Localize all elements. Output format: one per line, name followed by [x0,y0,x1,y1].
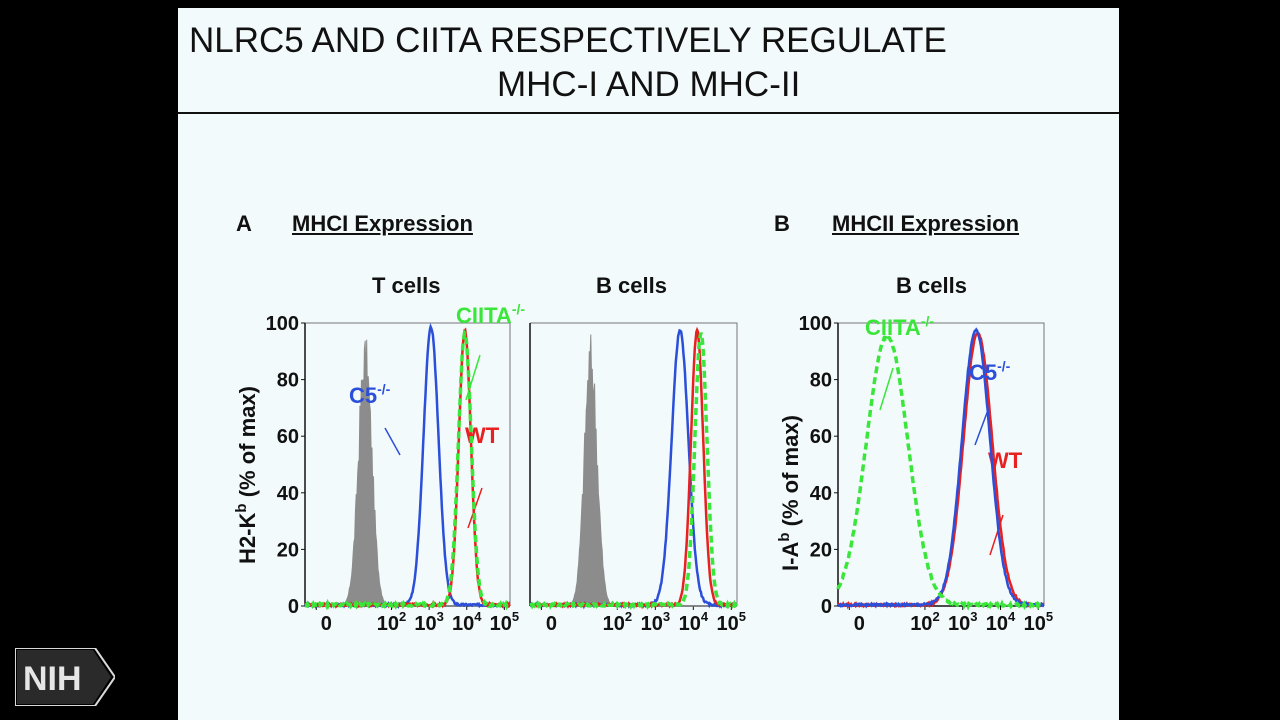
chart-0-xtick-label-0: 0 [321,613,332,635]
chart-0-xtick-label-1: 102 [377,609,406,635]
chart-1-xtick-label-3: 104 [679,609,709,635]
chart-2-xtick-label-3: 104 [986,609,1016,635]
chart-0-leader-ciita [465,354,481,401]
nih-logo-chevron [15,648,115,706]
title-line-2: MHC-I AND MHC-II [497,65,801,104]
chart-0-ylabel: H2-Kb (% of max) [233,386,260,564]
subhead-b-cells-mhci: B cells [596,273,667,298]
chart-2-ytick-label-2: 40 [810,483,832,505]
chart-0-series-isotype [305,339,510,607]
chart-0-ytick-label-3: 60 [277,426,299,448]
nih-logo-badge [17,650,111,704]
title-line-1: NLRC5 AND CIITA RESPECTIVELY REGULATE [189,21,947,60]
chart-2-ytick-label-4: 80 [810,370,832,392]
subhead-t-cells: T cells [372,273,441,298]
chart-0-xtick-label-3: 104 [452,609,482,635]
chart-0-xtick-label-2: 103 [414,609,443,635]
chart-1-xtick-label-4: 105 [717,609,746,635]
subhead-b-cells-mhcii: B cells [896,273,967,298]
panel-a-letter: A [236,211,252,236]
chart-2-ytick-label-3: 60 [810,426,832,448]
chart-2-ytick-label-5: 100 [799,313,832,335]
chart-2-leader-c5 [974,409,989,446]
chart-1-xtick-label-2: 103 [641,609,670,635]
chart-2-xtick-label-2: 103 [948,609,977,635]
panel-b-letter: B [774,211,790,236]
chart-2-label-ciita: CIITA-/- [865,313,934,340]
title-divider [178,112,1119,114]
chart-2-frame [838,322,1045,606]
chart-0-series-c5 [303,322,511,610]
chart-2-label-wt: WT [988,448,1023,473]
chart-0-label-c5: C5-/- [349,381,391,408]
slide-title: NLRC5 AND CIITA RESPECTIVELY REGULATE MH… [178,8,1119,112]
chart-0-frame [305,322,511,606]
chart-2-series-ciita [836,331,1046,611]
chart-0-ytick-label-1: 20 [277,539,299,561]
chart-2-leader-ciita [879,367,894,411]
chart-2-leader-wt [989,514,1004,556]
chart-0-ytick-label-0: 0 [288,596,299,618]
chart-2-xtick-label-0: 0 [854,613,865,635]
chart-1-frame [530,322,738,606]
chart-0-xtick-label-4: 105 [490,609,519,635]
chart-0-label-ciita: CIITA-/- [456,301,525,328]
chart-2-xtick-label-1: 102 [910,609,939,635]
chart-0-ytick-label-2: 40 [277,483,299,505]
panel-a-heading: MHCI Expression [292,211,473,236]
panel-b-heading: MHCII Expression [832,211,1020,236]
nih-logo-text: NIH [23,660,82,698]
chart-2-ytick-label-0: 0 [821,596,832,618]
chart-0-series-ciita [304,328,512,611]
chart-0-ytick-label-4: 80 [277,370,299,392]
chart-1-xtick-label-1: 102 [603,609,632,635]
nih-logo: NIH [15,648,115,706]
chart-0-ytick-label-5: 100 [266,313,299,335]
chart-2-ylabel: I-Ab (% of max) [776,415,803,571]
slide: NLRC5 AND CIITA RESPECTIVELY REGULATE MH… [178,8,1119,720]
chart-0-series-wt [304,327,511,610]
chart-2-xtick-label-4: 105 [1024,609,1053,635]
chart-2-label-c5: C5-/- [969,358,1011,385]
chart-2-ytick-label-1: 20 [810,539,832,561]
chart-0-leader-c5 [384,427,401,456]
chart-1-xtick-label-0: 0 [546,613,557,635]
chart-1-series-ciita [529,332,738,611]
